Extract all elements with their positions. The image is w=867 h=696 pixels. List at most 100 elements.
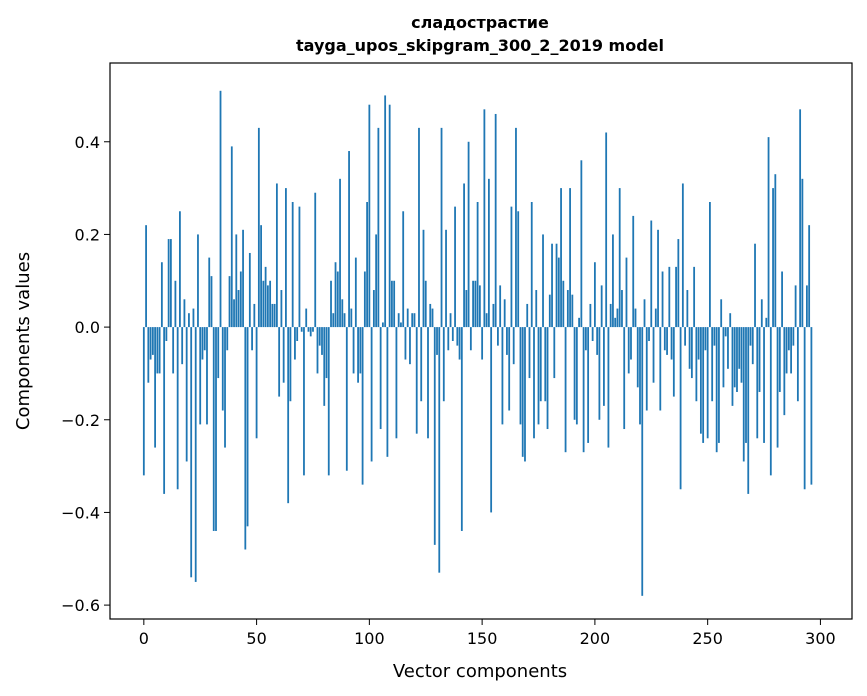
bar-270	[751, 327, 754, 365]
bar-264	[738, 327, 741, 369]
bar-22	[192, 308, 195, 328]
bar-59	[275, 183, 278, 328]
bar-161	[506, 327, 508, 355]
bar-143	[465, 290, 468, 328]
bar-177	[542, 234, 544, 328]
bar-73	[307, 327, 310, 332]
bar-198	[589, 303, 592, 328]
bar-50	[255, 327, 258, 439]
bar-129	[433, 327, 436, 545]
bar-256	[720, 299, 723, 328]
y-tick-label: 0.0	[75, 318, 100, 337]
y-tick-label: −0.2	[61, 411, 100, 430]
bar-104	[377, 127, 380, 328]
bar-169	[524, 327, 526, 462]
bar-134	[445, 229, 447, 328]
bar-101	[370, 327, 373, 462]
bar-83	[330, 280, 332, 328]
bar-30	[210, 276, 213, 328]
bar-255	[718, 327, 720, 443]
bar-236	[675, 266, 677, 328]
bar-1	[145, 225, 147, 328]
bar-245	[695, 327, 698, 402]
bar-159	[501, 327, 504, 425]
bar-168	[521, 327, 524, 457]
bar-67	[294, 327, 296, 360]
bar-105	[379, 327, 382, 430]
bar-13	[172, 327, 175, 374]
bar-25	[199, 327, 202, 425]
bar-11	[167, 239, 170, 328]
bar-216	[630, 327, 632, 360]
bar-110	[391, 280, 393, 328]
bar-66	[291, 202, 294, 328]
bar-75	[312, 327, 314, 332]
bar-62	[282, 327, 285, 383]
bar-213	[623, 327, 626, 430]
bar-194	[580, 160, 583, 328]
bar-150	[481, 327, 484, 360]
bar-46	[246, 327, 249, 527]
bar-157	[497, 327, 499, 346]
bar-285	[785, 327, 788, 374]
bar-4	[151, 327, 154, 355]
bar-113	[397, 313, 400, 328]
bar-64	[287, 327, 290, 504]
bar-132	[440, 127, 443, 328]
bar-241	[686, 290, 689, 328]
bar-185	[560, 188, 562, 328]
bar-54	[264, 266, 267, 328]
bar-148	[476, 202, 479, 328]
bar-24	[197, 234, 199, 328]
bar-87	[339, 178, 341, 328]
bar-107	[384, 95, 387, 328]
bar-262	[733, 327, 736, 388]
bar-234	[670, 327, 673, 360]
bar-37	[226, 327, 229, 351]
bar-240	[684, 327, 686, 346]
bar-258	[724, 327, 727, 337]
bar-12	[169, 239, 172, 328]
y-axis-ticks: −0.6 −0.4 −0.2 0.0 0.2 0.4	[61, 133, 110, 615]
bar-178	[544, 327, 547, 402]
bar-86	[336, 271, 339, 328]
bar-210	[616, 308, 619, 328]
bar-218	[634, 308, 637, 328]
bar-174	[535, 290, 538, 328]
bar-136	[449, 313, 452, 328]
bar-19	[185, 327, 188, 462]
y-tick-label: 0.2	[75, 225, 100, 244]
bar-147	[474, 280, 477, 328]
bar-277	[767, 137, 770, 328]
bar-281	[776, 327, 779, 448]
bar-214	[625, 257, 628, 328]
bar-123	[420, 327, 423, 402]
bar-5	[154, 327, 156, 448]
x-tick-label: 150	[467, 629, 498, 648]
bar-118	[409, 327, 411, 365]
bar-55	[266, 285, 269, 328]
bar-41	[235, 234, 238, 328]
bar-237	[677, 239, 680, 328]
bar-242	[688, 327, 691, 369]
bar-263	[736, 327, 738, 392]
bar-6	[156, 327, 159, 374]
bar-39	[230, 146, 233, 328]
bar-21	[190, 327, 193, 578]
bar-74	[309, 327, 312, 337]
bar-60	[278, 327, 281, 397]
bar-202	[598, 327, 601, 420]
bar-295	[808, 225, 811, 328]
bar-244	[693, 266, 696, 328]
bar-246	[697, 327, 700, 360]
bar-34	[219, 90, 222, 328]
bar-153	[487, 178, 490, 328]
bar-265	[740, 327, 743, 383]
bar-266	[742, 327, 745, 462]
bar-289	[794, 285, 797, 328]
bar-series	[142, 90, 813, 596]
bar-155	[492, 303, 495, 328]
bar-179	[546, 327, 549, 430]
bar-122	[418, 127, 420, 328]
bar-203	[600, 285, 603, 328]
